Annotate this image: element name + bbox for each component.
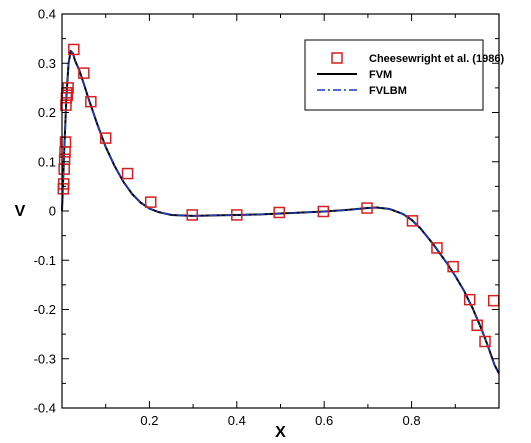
data-point-square xyxy=(463,293,476,306)
legend: Cheesewright et al. (1986) FVM FVLBM xyxy=(304,39,504,111)
data-point-square xyxy=(488,294,500,307)
data-point-square xyxy=(58,153,71,166)
legend-label: FVLBM xyxy=(369,85,407,97)
series-layer xyxy=(57,43,500,374)
y-tick-label: -0.3 xyxy=(34,351,56,366)
data-point-square xyxy=(57,178,70,190)
x-tick-label: 0.2 xyxy=(140,413,158,428)
data-point-square xyxy=(78,67,90,79)
data-point-square xyxy=(447,260,459,273)
data-point-square xyxy=(186,209,198,221)
data-point-square xyxy=(431,242,443,254)
data-point-square xyxy=(273,206,285,219)
data-point-square xyxy=(144,196,157,208)
y-tick-label: -0.2 xyxy=(34,302,56,317)
y-tick-label: 0.1 xyxy=(38,154,56,169)
data-point-square xyxy=(361,202,373,214)
y-tick-label: -0.1 xyxy=(34,253,56,268)
y-tick-label: 0.2 xyxy=(38,105,56,120)
data-point-square xyxy=(121,167,134,180)
x-tick-label: 0.6 xyxy=(315,413,333,428)
y-axis-title: V xyxy=(15,203,26,220)
legend-label: Cheesewright et al. (1986) xyxy=(369,53,504,65)
legend-items: Cheesewright et al. (1986) FVM FVLBM xyxy=(317,52,504,97)
legend-marker-square xyxy=(331,52,343,64)
data-point-square xyxy=(479,335,491,348)
x-axis: 0.2 0.4 0.6 0.8 xyxy=(105,14,456,428)
data-point-square xyxy=(231,209,243,221)
y-tick-label: 0.4 xyxy=(38,7,56,22)
x-tick-label: 0.8 xyxy=(403,413,421,428)
data-point-square xyxy=(85,95,97,108)
y-tick-label: -0.4 xyxy=(34,401,56,416)
data-point-square xyxy=(68,43,80,56)
data-point-square xyxy=(406,215,419,227)
data-point-square xyxy=(471,319,483,332)
data-point-square xyxy=(317,205,330,218)
y-axis: 0.4 0.3 0.2 0.1 0 -0.1 -0.2 -0.3 -0.4 xyxy=(34,7,499,416)
x-tick-label: 0.4 xyxy=(228,413,246,428)
legend-label: FVM xyxy=(369,69,392,81)
x-axis-title: X xyxy=(275,424,286,441)
y-tick-label: 0.3 xyxy=(38,56,56,71)
data-point-square xyxy=(99,132,112,144)
y-tick-label: 0 xyxy=(49,204,56,219)
